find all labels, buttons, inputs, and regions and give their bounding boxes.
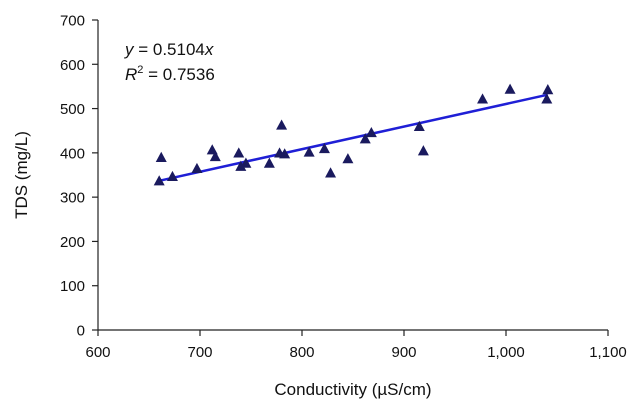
y-tick-label: 700 (60, 13, 85, 30)
y-tick-label: 200 (60, 234, 85, 251)
trendline (158, 93, 549, 183)
data-point (191, 162, 203, 174)
data-points (153, 83, 554, 186)
data-point (359, 133, 371, 144)
data-point (155, 151, 167, 162)
data-point (365, 126, 377, 138)
data-point (279, 148, 291, 159)
x-axis-label: Conductivity (µS/cm) (274, 380, 431, 399)
r-squared-value: = 0.7536 (143, 65, 214, 84)
x-tick-label: 800 (289, 344, 314, 361)
trendline-group (158, 93, 549, 183)
x-axis-ticks: 600 700 800 900 1,000 1,100 (85, 330, 627, 361)
equation-variable: x (204, 40, 214, 59)
data-point (240, 157, 252, 168)
y-axis-label: TDS (mg/L) (12, 131, 31, 219)
data-point (325, 167, 337, 178)
equation-annotation: y = 0.5104x (124, 40, 214, 59)
data-point (276, 119, 288, 130)
data-point (209, 150, 221, 162)
data-point (477, 93, 489, 104)
data-point (263, 157, 275, 168)
y-tick-label: 600 (60, 57, 85, 74)
r-squared-base: R (125, 65, 137, 84)
r-squared-exponent: 2 (137, 64, 143, 76)
y-tick-label: 0 (77, 323, 85, 340)
data-point (235, 160, 247, 171)
x-tick-label: 1,100 (589, 344, 627, 361)
y-tick-label: 400 (60, 145, 85, 162)
axes (97, 20, 608, 331)
x-tick-label: 700 (187, 344, 212, 361)
data-point (417, 145, 429, 156)
x-tick-label: 1,000 (487, 344, 525, 361)
data-point (413, 120, 425, 131)
y-tick-label: 300 (60, 190, 85, 207)
data-point (153, 175, 165, 186)
y-axis-ticks: 0 100 200 300 400 500 600 700 (60, 13, 98, 340)
y-tick-label: 500 (60, 101, 85, 118)
data-point (504, 83, 516, 94)
data-point (541, 93, 553, 104)
data-point (542, 84, 554, 95)
data-point (166, 170, 178, 182)
data-point (233, 147, 245, 158)
equation-coefficient: = 0.5104 (134, 40, 205, 59)
equation-lhs: y (124, 40, 135, 59)
data-point (318, 142, 330, 154)
y-tick-label: 100 (60, 278, 85, 295)
r-squared-annotation: R2 = 0.7536 (125, 64, 215, 84)
data-point (342, 153, 354, 164)
data-point (303, 146, 315, 157)
x-tick-label: 600 (85, 344, 110, 361)
x-tick-label: 900 (391, 344, 416, 361)
